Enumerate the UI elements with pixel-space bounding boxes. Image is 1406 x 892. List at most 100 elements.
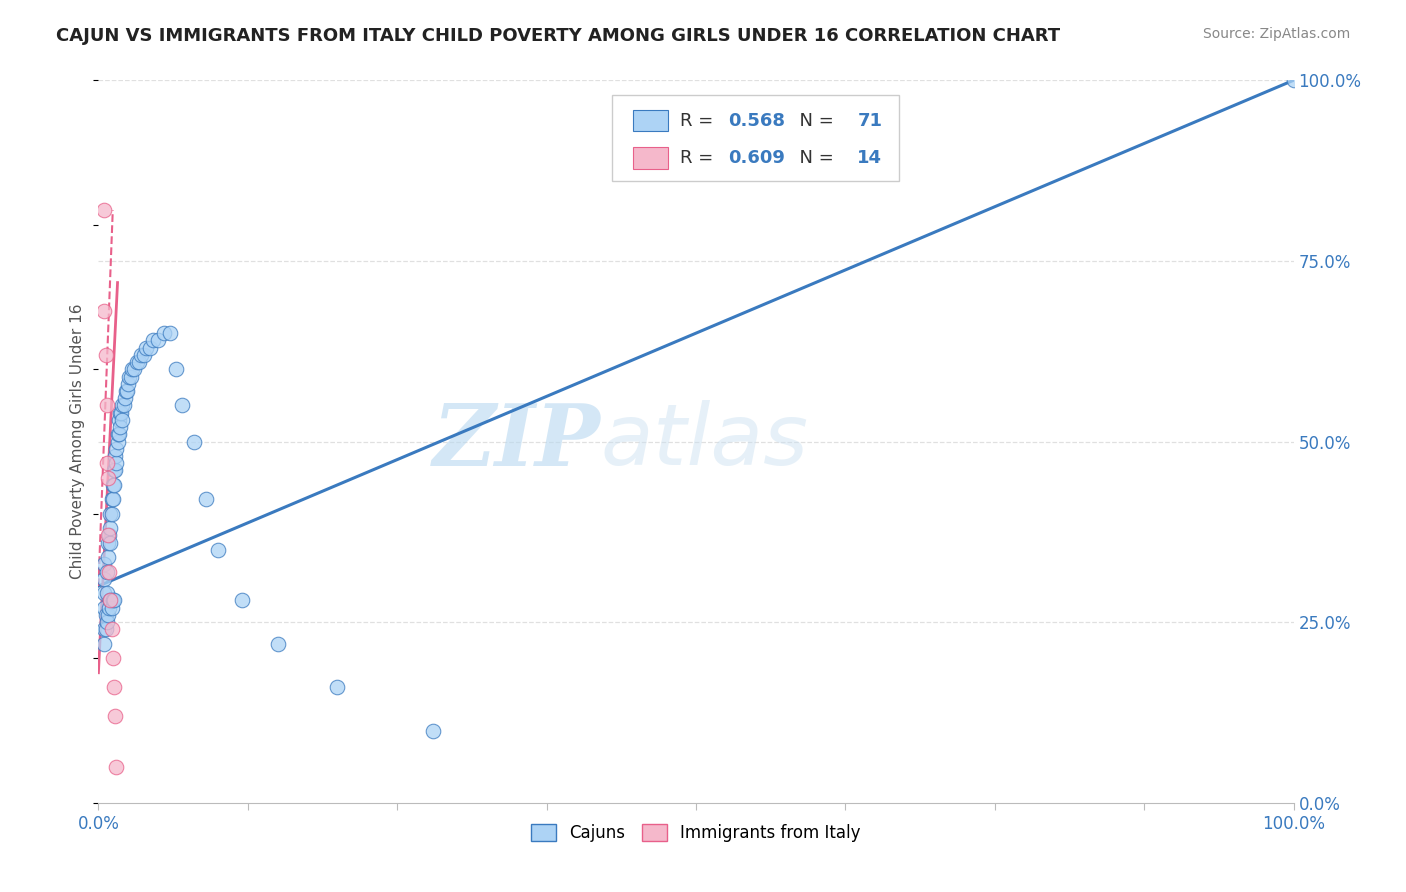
Point [195,492,218,507]
Point [94,623,117,637]
Point [117,376,139,391]
Point [107,413,129,427]
Point [422,723,444,738]
Point [97,550,120,565]
Point [93,586,115,600]
Point [107,427,129,442]
Point [98,593,122,607]
Point [103,478,125,492]
Point [128,355,150,369]
Point [94,348,117,362]
Point [93,600,115,615]
Point [98,528,121,542]
Point [111,413,134,427]
Text: atlas: atlas [600,400,808,483]
Point [93,558,115,572]
Point [132,348,155,362]
Point [121,362,143,376]
Point [104,449,127,463]
Y-axis label: Child Poverty Among Girls Under 16: Child Poverty Among Girls Under 16 [70,304,86,579]
Point [105,760,128,774]
Point [103,463,125,477]
Point [125,355,148,369]
Point [100,623,122,637]
Point [108,420,131,434]
Point [107,434,129,449]
Point [100,600,122,615]
Point [139,341,162,355]
Point [98,535,122,549]
Point [101,651,124,665]
Point [100,492,122,507]
Point [207,542,229,557]
Point [98,600,121,615]
Text: R =: R = [681,112,720,129]
Point [98,507,122,521]
Point [104,709,127,723]
Point [98,593,122,607]
Point [148,334,170,348]
Point [96,615,118,630]
Text: N =: N = [787,112,839,129]
Text: N =: N = [787,149,839,167]
Point [120,369,142,384]
Point [115,384,138,398]
Point [96,586,118,600]
Point [135,341,157,355]
Point [1282,73,1305,87]
Point [93,572,115,586]
FancyBboxPatch shape [633,110,668,131]
Point [97,528,120,542]
Point [98,565,121,579]
Point [111,398,134,412]
Text: Source: ZipAtlas.com: Source: ZipAtlas.com [1202,27,1350,41]
Point [231,593,253,607]
Point [104,463,127,477]
FancyBboxPatch shape [613,95,900,181]
Text: 0.568: 0.568 [728,112,785,129]
Point [124,362,146,376]
Text: 0.609: 0.609 [728,149,785,167]
Point [183,434,205,449]
Point [96,398,118,412]
Point [105,442,128,456]
Point [97,535,120,549]
Point [97,607,120,622]
Point [93,623,115,637]
Text: R =: R = [681,149,720,167]
Point [114,391,136,405]
Point [105,456,128,470]
Point [93,203,115,218]
Point [165,362,187,376]
Point [131,348,153,362]
Text: CAJUN VS IMMIGRANTS FROM ITALY CHILD POVERTY AMONG GIRLS UNDER 16 CORRELATION CH: CAJUN VS IMMIGRANTS FROM ITALY CHILD POV… [56,27,1060,45]
Point [100,507,122,521]
Point [96,456,118,470]
Point [101,478,124,492]
Point [97,470,120,484]
Legend: Cajuns, Immigrants from Italy: Cajuns, Immigrants from Italy [524,817,868,848]
Point [112,398,135,412]
Point [101,593,124,607]
Point [94,607,117,622]
Point [93,304,115,318]
Text: 71: 71 [858,112,883,129]
Point [110,406,132,420]
Point [96,565,118,579]
FancyBboxPatch shape [633,147,668,169]
Point [108,406,131,420]
Point [142,334,165,348]
Text: 14: 14 [858,149,883,167]
Point [153,326,176,340]
Point [103,593,125,607]
Point [326,680,349,694]
Point [159,326,181,340]
Point [107,427,129,442]
Point [267,637,290,651]
Point [118,369,141,384]
Point [115,384,138,398]
Point [172,398,194,412]
Text: ZIP: ZIP [433,400,600,483]
Point [93,637,115,651]
Point [101,492,124,507]
